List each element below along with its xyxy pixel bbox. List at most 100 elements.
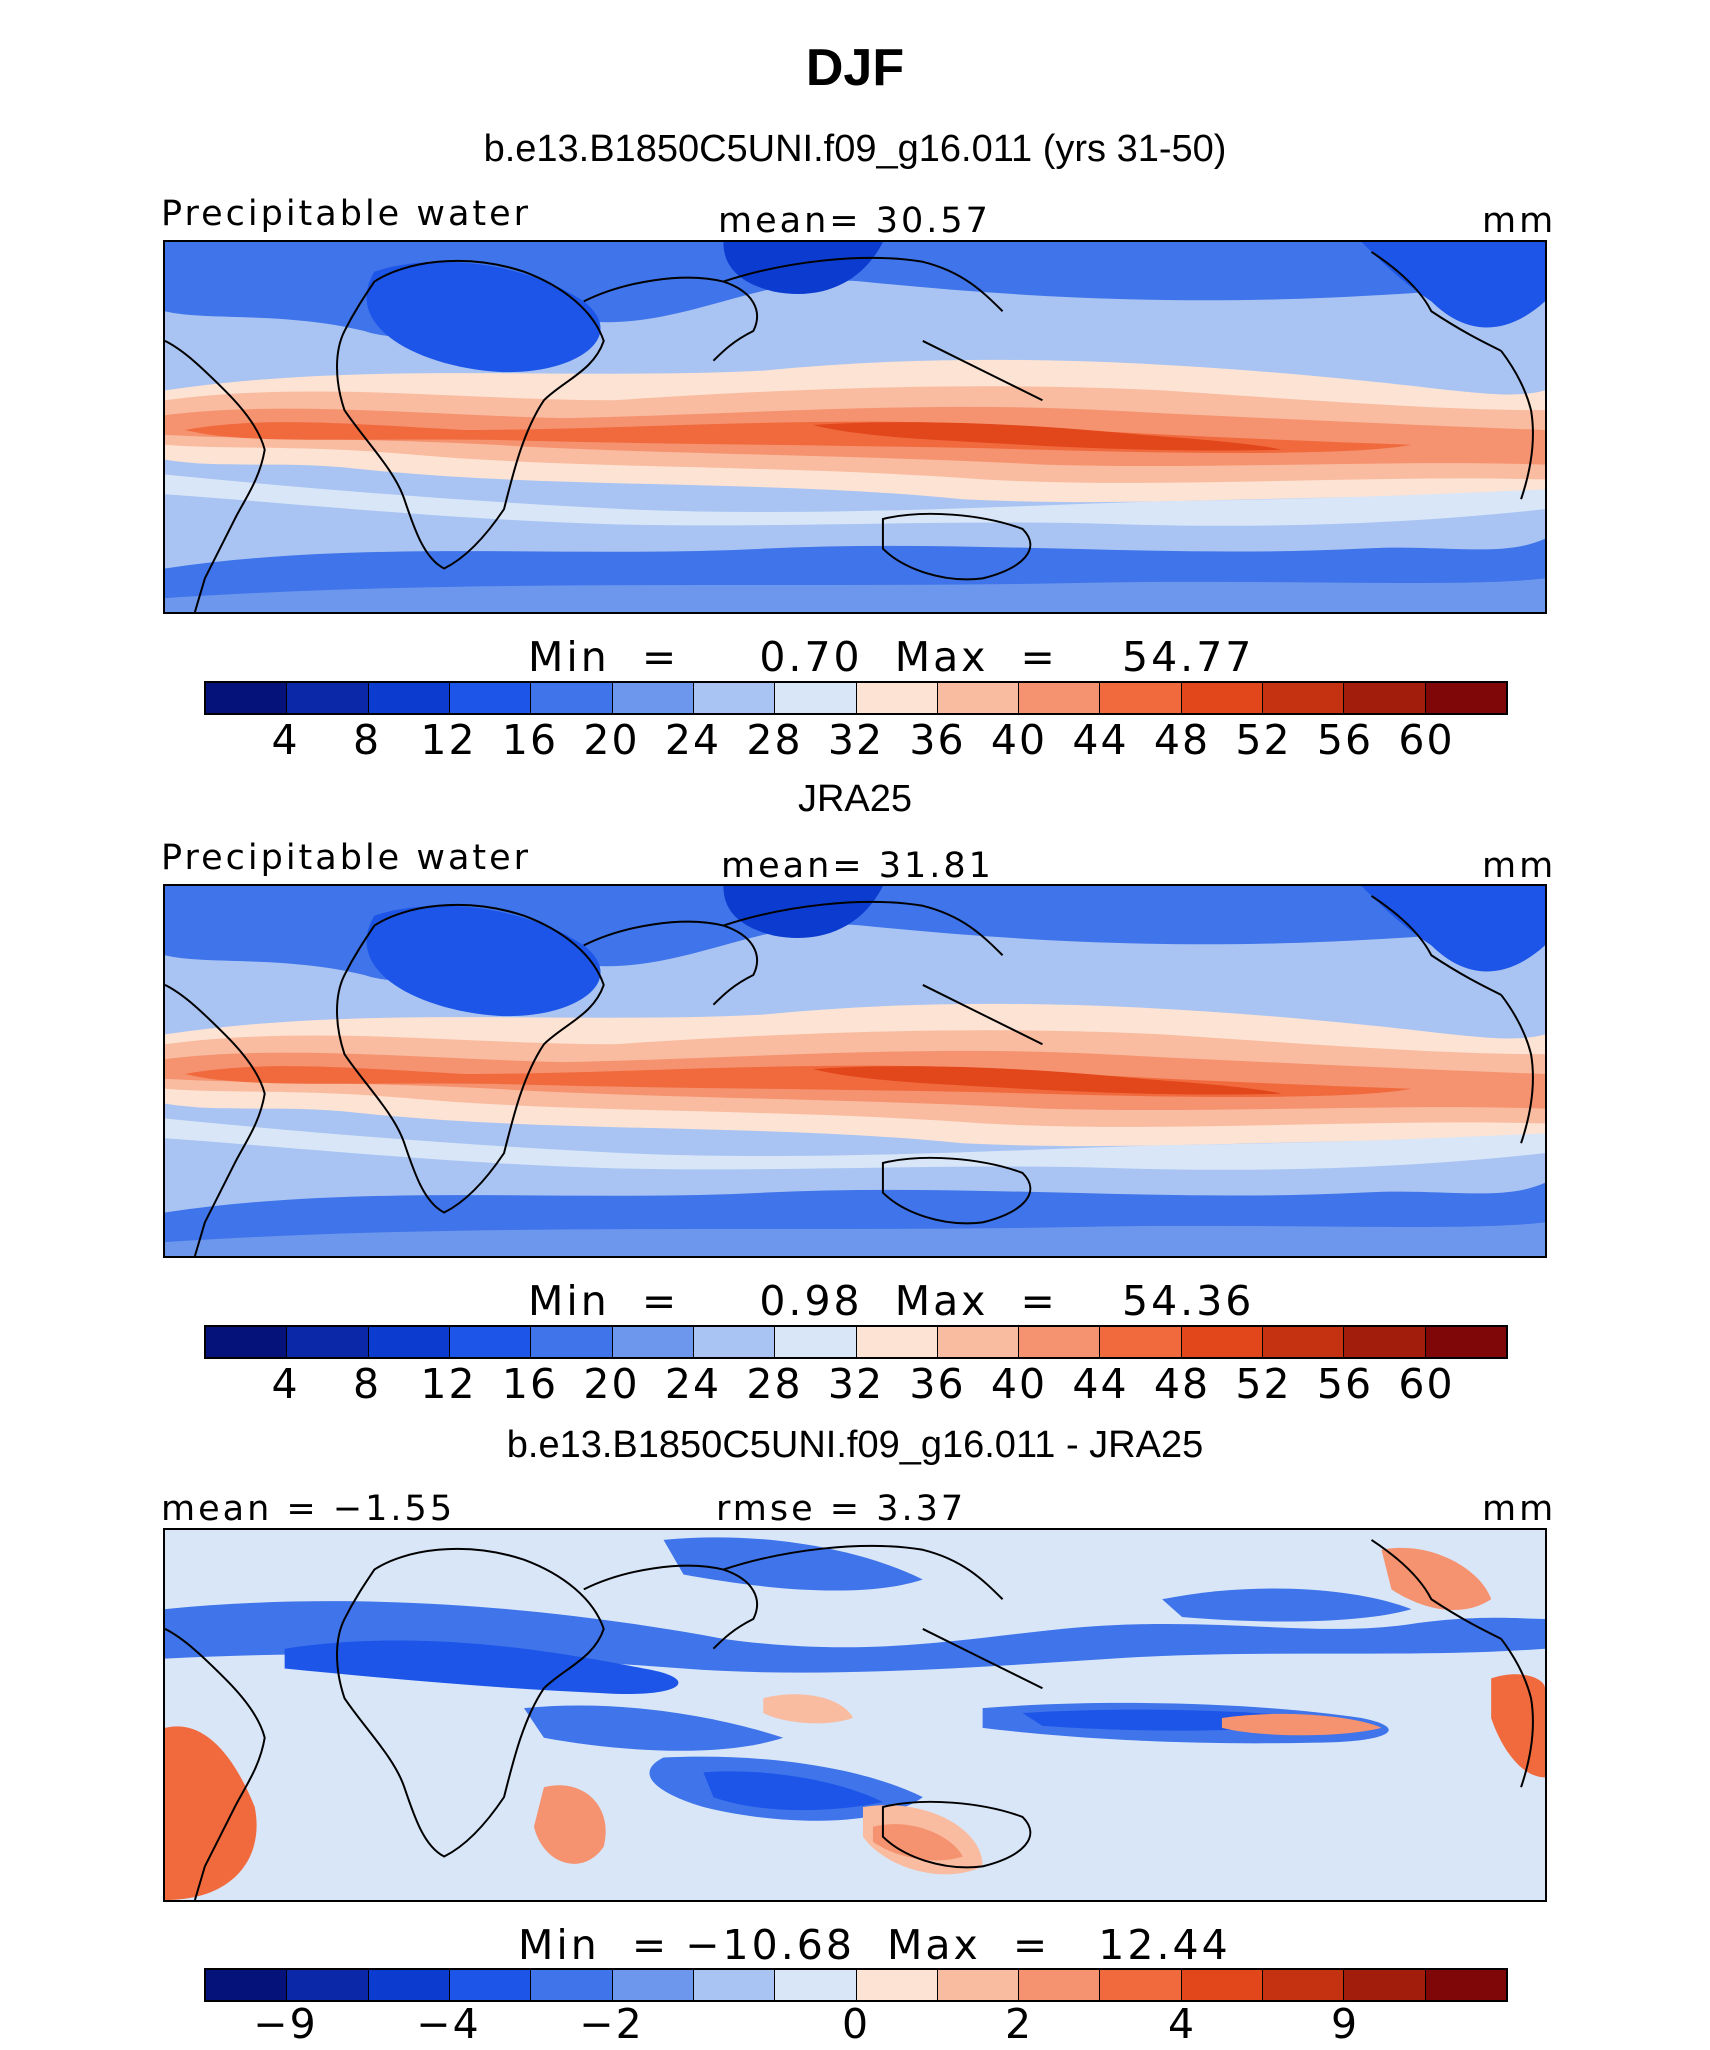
coastline [881,1156,1032,1225]
coastline [922,1628,1043,1690]
contour-band [165,474,1545,526]
colorbar-swatch [368,683,450,713]
panel-1-left-label: Precipitable water [161,194,532,234]
colorbar-tick-label: 24 [664,716,722,764]
colorbar-tick-label: 60 [1398,1360,1455,1408]
coastline [723,1544,1004,1600]
colorbar-tick-label: 0 [841,2000,871,2048]
contour-band [165,1118,1545,1170]
colorbar-tick-label: 20 [583,1360,640,1408]
colorbar-tick-label: 56 [1316,1360,1374,1408]
colorbar-tick-label: 16 [501,1360,559,1408]
colorbar-swatch [1019,1970,1101,2000]
panel-3-units-label: mm [1482,1489,1557,1529]
coastline [336,259,605,570]
colorbar-tick-label: 32 [827,716,885,764]
colorbar-tick-label: 44 [1072,716,1129,764]
colorbar-swatch [1181,1970,1264,2000]
panel-1-mean-label: mean= 30.57 [718,201,991,241]
contour-band [1381,1547,1492,1611]
contour-band [165,578,1545,612]
colorbar-swatch [856,683,938,713]
contour-band [872,1824,963,1861]
panel-1-min-max: Min = 0.70 Max = 54.77 [528,633,1255,681]
colorbar-tick-label: 12 [420,1360,477,1408]
colorbar-tick-label: 20 [583,716,640,764]
colorbar-swatch [937,1970,1020,2000]
colorbar-swatch [1263,1327,1345,1357]
colorbar-swatch [856,1970,938,2000]
colorbar-tick-label: −2 [579,2000,644,2048]
coastline [1370,251,1502,352]
contour-band [813,422,1282,451]
contour-band [523,1705,784,1751]
panel-3-min-max: Min = −10.68 Max = 12.44 [518,1921,1231,1969]
contour-band [723,242,883,294]
coastline [165,984,266,1256]
colorbar-swatch [368,1327,450,1357]
coastline [165,340,266,612]
colorbar-swatch [612,1970,694,2000]
contour-band [533,1785,606,1864]
panel-1-map [163,240,1547,614]
colorbar-swatch [449,1327,532,1357]
coastline [583,276,758,362]
coastline [1500,1638,1534,1788]
contour-band [165,1222,1545,1256]
colorbar-tick-label: 4 [1167,2000,1197,2048]
panel-2-colorbar-ticks: 4 8 12 16 20 24 28 32 36 40 44 48 52 56 60 [204,1360,1508,1410]
colorbar-swatch [1019,1327,1101,1357]
colorbar-tick-label: 4 [271,716,300,764]
contour-band [663,1537,923,1591]
colorbar-swatch [531,683,613,713]
contour-band [703,1771,883,1811]
colorbar-tick-label: 56 [1316,716,1374,764]
colorbar-swatch [287,683,369,713]
colorbar-swatch [531,1327,613,1357]
colorbar-swatch [937,683,1020,713]
coastline [881,512,1032,581]
colorbar-swatch [775,683,857,713]
colorbar-swatch [1100,683,1182,713]
colorbar-swatch [856,1327,938,1357]
coastline [336,1547,605,1858]
contour-band [366,261,601,373]
coastline [1500,350,1534,500]
coastline [583,1564,758,1650]
colorbar-swatch [1019,683,1101,713]
colorbar-tick-label: 12 [420,716,477,764]
coastline [723,900,1004,956]
coastline [922,984,1043,1046]
panel-3-mean-label: mean = −1.55 [161,1489,456,1529]
panel-1-units-label: mm [1482,201,1557,241]
colorbar-swatch [1344,1327,1426,1357]
colorbar-tick-label: 48 [1153,716,1211,764]
colorbar-swatch [449,1970,532,2000]
colorbar-swatch [1263,1970,1345,2000]
panel-2-colorbar [204,1325,1508,1359]
colorbar-tick-label: 16 [501,716,559,764]
colorbar-swatch [206,683,288,713]
contour-band [284,1640,679,1695]
coastline [165,1628,266,1900]
colorbar-swatch [1100,1970,1182,2000]
panel-3-subtitle: b.e13.B1850C5UNI.f09_g16.011 - JRA25 [506,1424,1204,1466]
colorbar-tick-label: 52 [1235,1360,1292,1408]
colorbar-swatch [206,1327,288,1357]
colorbar-tick-label: 48 [1153,1360,1211,1408]
contour-band [813,1066,1282,1095]
coastline [336,903,605,1214]
colorbar-swatch [1181,683,1264,713]
colorbar-swatch [775,1970,857,2000]
panel-2-map [163,884,1547,1258]
colorbar-swatch [1263,683,1345,713]
figure-title: DJF [805,39,905,97]
contour-band [1361,886,1545,972]
colorbar-swatch [612,1327,694,1357]
colorbar-swatch [693,1970,776,2000]
panel-3-colorbar [204,1968,1508,2002]
panel-2-mean-label: mean= 31.81 [721,846,994,886]
panel-2-left-label: Precipitable water [161,838,532,878]
colorbar-tick-label: 8 [352,716,382,764]
contour-band [723,886,883,938]
